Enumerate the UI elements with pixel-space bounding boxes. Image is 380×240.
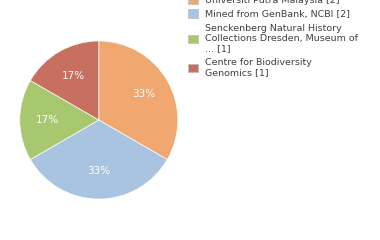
Wedge shape [30,41,99,120]
Wedge shape [99,41,178,160]
Text: 33%: 33% [132,89,155,99]
Wedge shape [30,120,167,199]
Text: 17%: 17% [62,71,85,80]
Text: 33%: 33% [87,166,110,176]
Text: 17%: 17% [36,115,59,125]
Wedge shape [20,80,99,160]
Legend: Universiti Putra Malaysia [2], Mined from GenBank, NCBI [2], Senckenberg Natural: Universiti Putra Malaysia [2], Mined fro… [188,0,358,78]
